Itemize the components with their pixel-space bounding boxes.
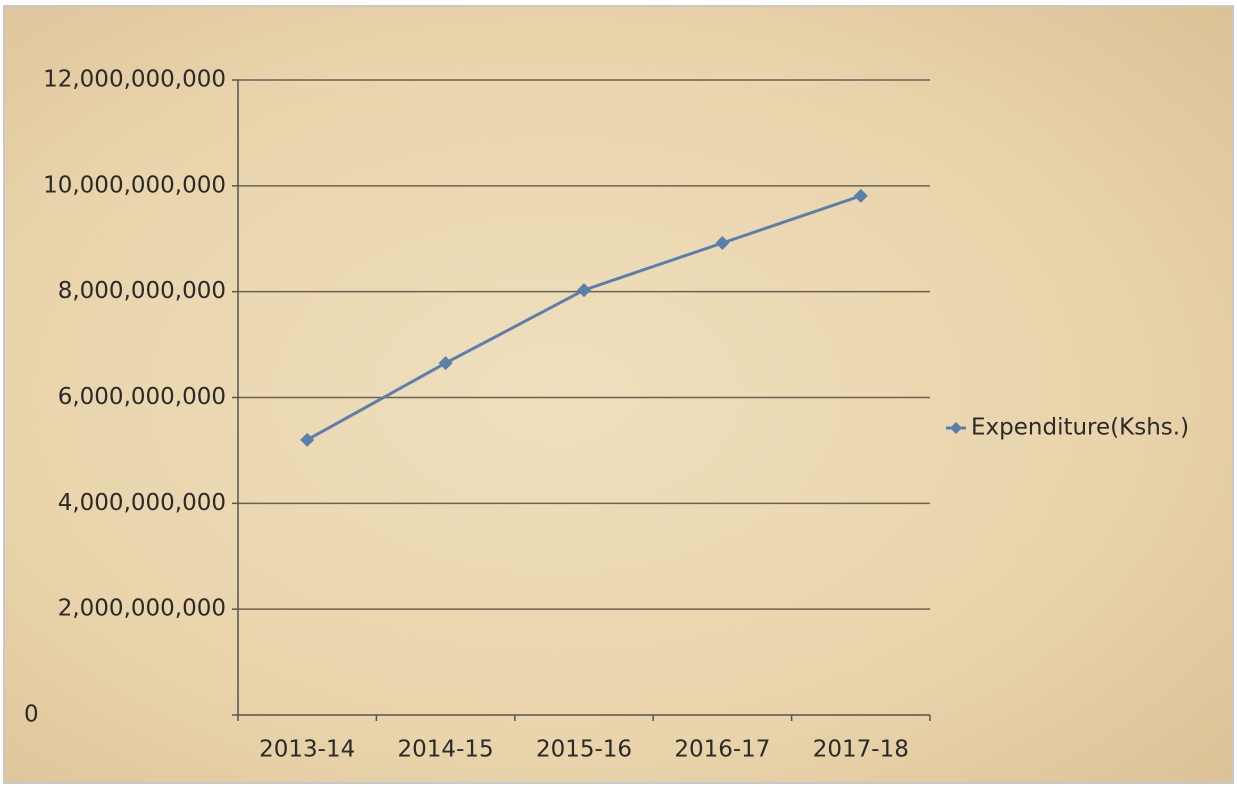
background	[3, 5, 1234, 784]
x-tick-label: 2015-16	[536, 737, 632, 763]
y-tick-label: 8,000,000,000	[58, 278, 226, 304]
point	[300, 432, 315, 447]
y-tick-label: 10,000,000,000	[43, 172, 226, 198]
legend-marker	[950, 422, 962, 434]
point	[438, 356, 453, 371]
point	[853, 188, 868, 203]
x-tick-label: 2016-17	[674, 737, 770, 763]
x-tick-label: 2014-15	[398, 737, 494, 763]
x-tick-label: 2013-14	[259, 737, 355, 763]
x-tick-label: 2017-18	[813, 737, 909, 763]
legend-label: Expenditure(Kshs.)	[971, 415, 1189, 441]
y-tick-label: 0	[24, 702, 39, 728]
y-tick-label: 6,000,000,000	[58, 384, 226, 410]
point	[715, 235, 730, 250]
y-tick-label: 12,000,000,000	[43, 67, 226, 93]
y-tick-label: 4,000,000,000	[58, 490, 226, 516]
y-tick-label: 2,000,000,000	[58, 596, 226, 622]
point	[577, 283, 591, 298]
